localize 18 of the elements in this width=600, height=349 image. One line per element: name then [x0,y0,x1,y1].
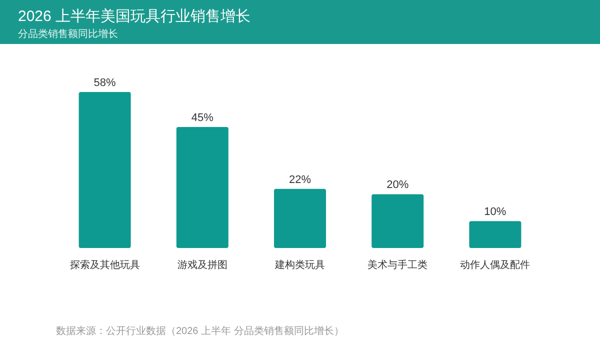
x-tick-label: 探索及其他玩具 [70,259,140,271]
bar [274,188,326,248]
data-label: 10% [484,206,506,218]
chart-subtitle: 分品类销售额同比增长 [18,28,118,40]
source-note: 数据来源：公开行业数据（2026 上半年 分品类销售额同比增长） [56,325,344,337]
bar [78,92,131,248]
x-tick-label: 建构类玩具 [274,259,325,271]
data-label: 20% [386,179,409,192]
data-label: 58% [94,77,116,89]
bar [176,126,228,248]
x-tick-label: 美术与手工类 [368,259,428,271]
data-label: 45% [191,112,214,124]
bar [469,221,522,248]
data-label: 22% [288,174,312,186]
x-tick-label: 动作人偶及配件 [460,260,530,271]
chart-title: 2026 上半年美国玩具行业销售增长 [18,8,251,25]
bar [372,194,424,248]
x-tick-label: 游戏及拼图 [177,259,228,271]
